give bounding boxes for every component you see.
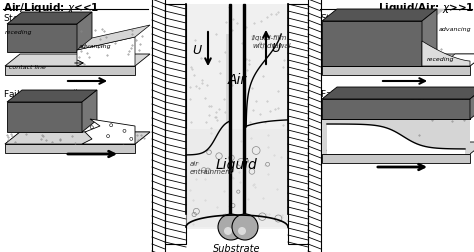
Text: liquid-film
withdrawal: liquid-film withdrawal <box>252 35 291 49</box>
Text: advancing: advancing <box>79 44 111 49</box>
Polygon shape <box>5 133 150 144</box>
Text: Air: Air <box>228 73 246 87</box>
Text: Liquid/Air: $\chi$>>1: Liquid/Air: $\chi$>>1 <box>378 1 474 15</box>
Polygon shape <box>5 55 150 67</box>
Polygon shape <box>440 55 474 67</box>
Polygon shape <box>288 5 308 244</box>
Polygon shape <box>322 100 470 154</box>
Text: receding: receding <box>427 57 455 62</box>
Circle shape <box>224 227 232 235</box>
Polygon shape <box>322 100 470 119</box>
Polygon shape <box>422 10 437 67</box>
Polygon shape <box>327 124 465 154</box>
Text: contact line: contact line <box>9 65 46 70</box>
Polygon shape <box>322 67 470 76</box>
Text: receding: receding <box>5 30 33 35</box>
Polygon shape <box>322 10 437 22</box>
Polygon shape <box>229 5 231 227</box>
Circle shape <box>218 214 244 240</box>
Text: Failure:  $U$> $U^{crit}$: Failure: $U$> $U^{crit}$ <box>320 88 396 100</box>
Circle shape <box>238 227 246 235</box>
Polygon shape <box>77 26 150 51</box>
Text: Air/Liquid: $\chi$<<1: Air/Liquid: $\chi$<<1 <box>3 1 99 15</box>
Polygon shape <box>165 5 186 244</box>
Polygon shape <box>186 130 288 227</box>
Text: Failure:  $U$> $U^{crit}$: Failure: $U$> $U^{crit}$ <box>3 88 79 100</box>
Polygon shape <box>7 13 92 25</box>
Polygon shape <box>422 42 470 67</box>
Polygon shape <box>7 103 82 133</box>
Polygon shape <box>77 38 135 67</box>
Polygon shape <box>470 88 474 119</box>
Text: Steady: $U$< $U^{crit}$: Steady: $U$< $U^{crit}$ <box>3 12 77 26</box>
Polygon shape <box>226 35 230 124</box>
Polygon shape <box>82 91 97 133</box>
Polygon shape <box>5 133 150 144</box>
Polygon shape <box>322 22 430 67</box>
Circle shape <box>232 214 258 240</box>
Text: Steady: $U$< $U^{crit}$: Steady: $U$< $U^{crit}$ <box>320 12 394 26</box>
Polygon shape <box>322 55 474 67</box>
Polygon shape <box>7 25 77 53</box>
Text: air
entrainment: air entrainment <box>190 161 234 174</box>
Text: Liquid: Liquid <box>216 158 258 171</box>
Polygon shape <box>243 5 245 227</box>
Text: $U$: $U$ <box>271 41 282 54</box>
Polygon shape <box>5 67 135 76</box>
Polygon shape <box>322 142 474 154</box>
Text: $U$: $U$ <box>192 43 203 56</box>
Polygon shape <box>5 144 135 153</box>
Polygon shape <box>186 5 288 229</box>
Polygon shape <box>322 88 474 100</box>
Polygon shape <box>322 10 445 22</box>
Polygon shape <box>77 13 92 53</box>
Polygon shape <box>322 154 470 163</box>
Polygon shape <box>322 22 422 67</box>
Polygon shape <box>82 119 135 144</box>
Polygon shape <box>7 91 97 103</box>
Text: Substrate: Substrate <box>213 243 261 252</box>
Text: advancing: advancing <box>439 27 472 32</box>
Polygon shape <box>322 88 474 100</box>
